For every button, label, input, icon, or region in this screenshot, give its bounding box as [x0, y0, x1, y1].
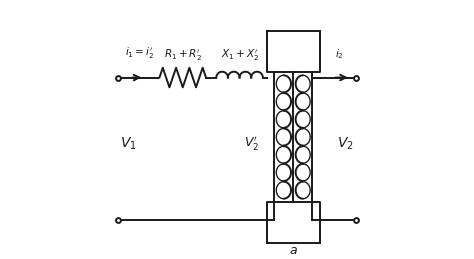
Text: $X_1+X_2'$: $X_1+X_2'$ — [220, 48, 259, 63]
Text: $i_1=i_2'$: $i_1=i_2'$ — [125, 45, 154, 61]
Text: $V_1$: $V_1$ — [120, 135, 137, 152]
Text: $R_1+R_2'$: $R_1+R_2'$ — [164, 48, 201, 63]
Text: $a$: $a$ — [289, 244, 298, 257]
Text: $i_2$: $i_2$ — [335, 47, 344, 61]
Text: $V_2$: $V_2$ — [337, 135, 354, 152]
Text: $V_2'$: $V_2'$ — [244, 134, 259, 153]
